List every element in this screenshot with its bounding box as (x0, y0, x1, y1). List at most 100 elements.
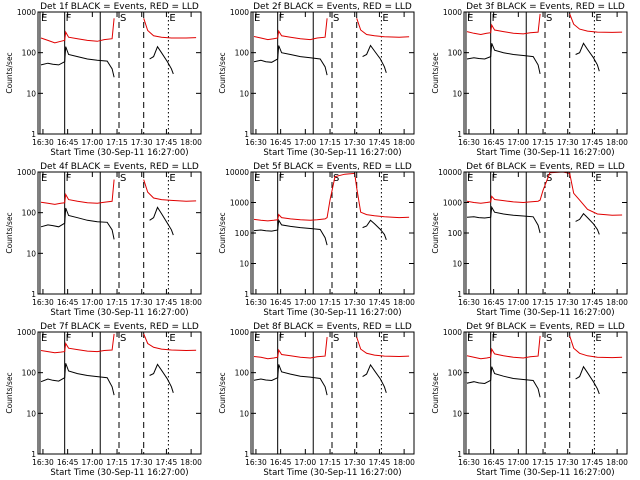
y-axis-label: Counts/sec (5, 372, 14, 413)
x-tick-label: 17:00 (82, 138, 104, 147)
time-marker-label: E (41, 333, 47, 344)
chart-title: Det 6f BLACK = Events, RED = LLD (466, 162, 625, 172)
time-marker-label: S (120, 13, 126, 24)
events-series-line (253, 218, 328, 246)
series-group (253, 18, 410, 76)
x-tick-label: 18:00 (606, 298, 628, 307)
series-group (253, 336, 410, 396)
plot-frame (250, 331, 415, 455)
x-tick-label: 16:30 (245, 298, 267, 307)
x-tick-label: 17:30 (344, 138, 366, 147)
y-tick-label: 10000 (438, 168, 462, 177)
y-tick-label: 1000 (17, 8, 36, 17)
y-tick-label: 100 (22, 369, 37, 378)
series-group (466, 172, 623, 235)
y-tick-label: 1000 (230, 199, 249, 208)
time-marker-label: E (169, 173, 175, 184)
time-marker-label: S (546, 333, 552, 344)
y-tick-label: 100 (235, 369, 250, 378)
y-tick-label: 1000 (443, 328, 462, 337)
x-tick-label: 17:45 (582, 138, 604, 147)
y-axis-label: Counts/sec (431, 212, 440, 253)
time-marker-label: S (120, 173, 126, 184)
chart-title: Det 1f BLACK = Events, RED = LLD (40, 2, 199, 12)
y-tick-label: 100 (22, 49, 37, 58)
time-marker-label: E (595, 173, 601, 184)
events-series-line (40, 46, 115, 78)
x-tick-label: 17:00 (508, 138, 530, 147)
x-tick-label: 16:45 (57, 138, 79, 147)
time-marker-label: F (492, 333, 498, 344)
x-tick-label: 18:00 (606, 138, 628, 147)
time-marker-label: F (66, 173, 72, 184)
y-tick-label: 100 (22, 209, 37, 218)
y-tick-label: 1 (457, 130, 462, 139)
events-series-line (466, 205, 541, 234)
events-series-line (575, 42, 600, 72)
y-axis-label: Counts/sec (431, 52, 440, 93)
time-marker-label: E (254, 333, 260, 344)
x-axis-label: Start Time (30-Sep-11 16:27:00) (476, 148, 614, 158)
time-marker-label: E (41, 173, 47, 184)
lld-series-line (569, 13, 623, 33)
plot-frame (463, 11, 628, 135)
y-tick-label: 1 (244, 450, 249, 459)
x-tick-label: 17:15 (319, 138, 341, 147)
x-tick-label: 17:45 (369, 458, 391, 467)
events-series-line (149, 45, 174, 75)
time-marker-label: S (333, 173, 339, 184)
time-marker-label: E (254, 13, 260, 24)
x-tick-label: 17:30 (131, 138, 153, 147)
x-axis-label: Start Time (30-Sep-11 16:27:00) (50, 308, 188, 318)
x-tick-label: 16:45 (483, 458, 505, 467)
x-axis-label: Start Time (30-Sep-11 16:27:00) (263, 308, 401, 318)
y-tick-label: 10000 (225, 168, 249, 177)
time-marker-label: E (382, 173, 388, 184)
events-series-line (466, 366, 541, 398)
x-axis-label: Start Time (30-Sep-11 16:27:00) (476, 308, 614, 318)
x-tick-label: 16:45 (57, 298, 79, 307)
x-tick-label: 17:30 (344, 458, 366, 467)
y-tick-label: 100 (448, 49, 463, 58)
time-marker-label: S (333, 13, 339, 24)
y-tick-label: 1 (31, 450, 36, 459)
time-marker-label: F (279, 333, 285, 344)
y-axis-label: Counts/sec (5, 212, 14, 253)
x-tick-label: 17:15 (319, 298, 341, 307)
x-axis-label: Start Time (30-Sep-11 16:27:00) (50, 148, 188, 158)
lld-series-line (253, 172, 410, 222)
y-tick-label: 1 (31, 130, 36, 139)
events-series-line (149, 363, 174, 393)
time-marker-label: F (279, 13, 285, 24)
chart-title: Det 8f BLACK = Events, RED = LLD (253, 322, 412, 332)
chart-title: Det 2f BLACK = Events, RED = LLD (253, 2, 412, 12)
events-series-line (253, 45, 328, 76)
x-tick-label: 18:00 (180, 458, 202, 467)
plot-frame (37, 331, 202, 455)
lld-series-line (143, 179, 197, 202)
lld-series-line (466, 13, 541, 36)
y-tick-label: 1000 (230, 8, 249, 17)
time-marker-label: S (546, 173, 552, 184)
y-tick-label: 10 (452, 260, 462, 269)
time-marker-label: S (120, 333, 126, 344)
series-group (466, 335, 623, 398)
x-tick-label: 17:15 (106, 138, 128, 147)
lld-series-line (253, 18, 328, 41)
x-tick-label: 18:00 (180, 298, 202, 307)
x-tick-label: 17:00 (295, 138, 317, 147)
x-tick-label: 17:30 (557, 458, 579, 467)
lld-series-line (143, 333, 197, 352)
time-marker-label: F (492, 173, 498, 184)
events-series-line (575, 212, 600, 235)
series-group (253, 172, 410, 246)
time-marker-label: E (467, 13, 473, 24)
x-tick-label: 17:15 (532, 298, 554, 307)
y-axis-label: Counts/sec (5, 52, 14, 93)
x-tick-label: 18:00 (393, 138, 415, 147)
y-tick-label: 10 (26, 249, 36, 258)
x-tick-label: 16:45 (483, 298, 505, 307)
x-tick-label: 17:15 (106, 298, 128, 307)
